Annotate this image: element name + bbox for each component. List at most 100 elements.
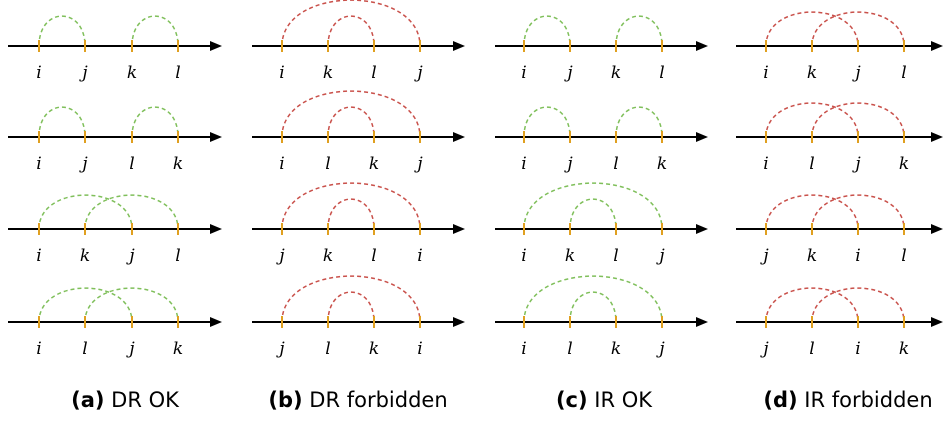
index-label: j xyxy=(655,339,665,359)
pair-arc xyxy=(569,291,617,323)
index-label: j xyxy=(78,154,88,174)
pair-arc xyxy=(84,194,179,230)
pair-arc xyxy=(281,0,421,47)
index-label: l xyxy=(659,63,664,83)
index-label: l xyxy=(371,246,376,266)
pair-arc xyxy=(131,106,179,138)
index-label: l xyxy=(371,63,376,83)
pair-arc xyxy=(84,287,179,323)
pair-arc xyxy=(811,102,905,138)
index-label: l xyxy=(175,246,180,266)
panel-b: i k l j i l k j j k l i j l k i (b) DR forbidden xyxy=(252,0,465,412)
sequence-row: i j k l xyxy=(8,15,222,83)
pair-arc xyxy=(523,182,663,230)
pair-arc xyxy=(569,198,617,230)
index-label: i xyxy=(36,339,41,359)
index-label: i xyxy=(763,154,768,174)
index-label: k xyxy=(807,63,817,83)
arrow-head-icon xyxy=(696,317,708,327)
index-label: l xyxy=(129,154,134,174)
index-label: k xyxy=(173,154,183,174)
index-label: k xyxy=(80,246,90,266)
index-label: j xyxy=(563,154,573,174)
index-label: j xyxy=(413,154,423,174)
index-label: l xyxy=(82,339,87,359)
pair-arc xyxy=(38,194,133,230)
arrow-head-icon xyxy=(931,224,943,234)
pair-arc xyxy=(765,287,859,323)
index-label: l xyxy=(567,339,572,359)
caption-text: DR forbidden xyxy=(303,388,448,412)
index-label: i xyxy=(855,246,860,266)
index-label: l xyxy=(901,63,906,83)
index-label: k xyxy=(657,154,667,174)
index-label: j xyxy=(125,339,135,359)
arrow-head-icon xyxy=(210,41,222,51)
index-label: k xyxy=(565,246,575,266)
index-label: l xyxy=(809,339,814,359)
index-label: j xyxy=(78,63,88,83)
pair-arc xyxy=(615,15,663,47)
index-label: k xyxy=(611,63,621,83)
index-label: i xyxy=(521,246,526,266)
index-label: j xyxy=(563,63,573,83)
index-label: j xyxy=(413,63,423,83)
pair-arc xyxy=(38,287,133,323)
index-label: k xyxy=(899,154,909,174)
panel-caption: (c) IR OK xyxy=(556,388,653,412)
index-label: i xyxy=(855,339,860,359)
index-label: l xyxy=(613,154,618,174)
sequence-row: i j k l xyxy=(495,15,708,83)
arrow-head-icon xyxy=(453,317,465,327)
arrow-head-icon xyxy=(696,224,708,234)
caption-tag: (c) xyxy=(556,388,588,412)
pair-arc xyxy=(38,106,86,138)
arrow-head-icon xyxy=(931,132,943,142)
arrow-head-icon xyxy=(696,41,708,51)
index-label: j xyxy=(759,246,769,266)
index-label: k xyxy=(807,246,817,266)
pair-arc xyxy=(38,15,86,47)
index-label: i xyxy=(417,339,422,359)
index-label: i xyxy=(417,246,422,266)
pair-arc xyxy=(327,15,375,47)
arrow-head-icon xyxy=(210,132,222,142)
pair-arc xyxy=(811,194,905,230)
arrow-head-icon xyxy=(453,41,465,51)
index-label: i xyxy=(36,63,41,83)
arrow-head-icon xyxy=(931,317,943,327)
index-label: k xyxy=(323,63,333,83)
arrow-head-icon xyxy=(696,132,708,142)
caption-tag: (d) xyxy=(763,388,797,412)
arrow-head-icon xyxy=(210,224,222,234)
pair-arc xyxy=(281,90,421,138)
caption-tag: (b) xyxy=(268,388,302,412)
pair-arc xyxy=(765,11,859,47)
pair-arc xyxy=(811,11,905,47)
pair-arc xyxy=(765,102,859,138)
index-label: l xyxy=(325,339,330,359)
pair-arc xyxy=(765,194,859,230)
index-label: k xyxy=(127,63,137,83)
index-label: j xyxy=(851,154,861,174)
index-label: k xyxy=(899,339,909,359)
index-label: j xyxy=(275,339,285,359)
pair-arc xyxy=(523,106,571,138)
caption-text: DR OK xyxy=(104,388,180,412)
panel-d: i k j l i l j k j k i l j l i k (d) IR forbidden xyxy=(736,11,943,412)
arrow-head-icon xyxy=(453,132,465,142)
index-label: k xyxy=(611,339,621,359)
arrow-head-icon xyxy=(931,41,943,51)
arrow-head-icon xyxy=(210,317,222,327)
index-label: i xyxy=(521,154,526,174)
index-label: l xyxy=(809,154,814,174)
